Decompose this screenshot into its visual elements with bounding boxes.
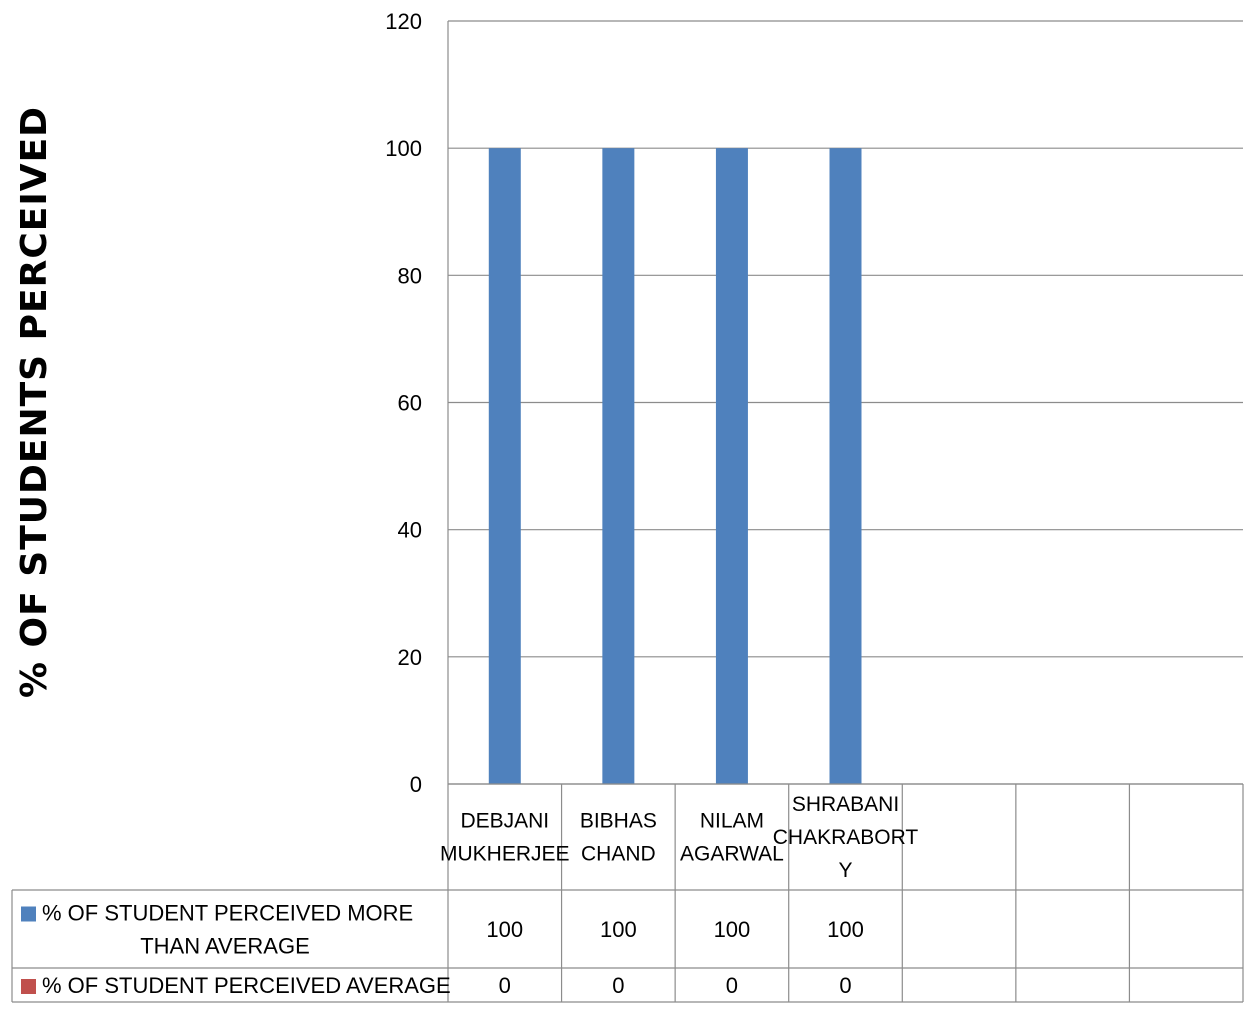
data-label: 0	[612, 973, 624, 998]
bar	[488, 148, 521, 784]
bar	[602, 148, 635, 784]
x-tick-label: NILAM	[700, 810, 764, 833]
y-tick-label: 60	[398, 391, 422, 416]
y-axis-label: % OF STUDENTS PERCEIVED	[14, 106, 55, 698]
y-tick-label: 40	[398, 518, 422, 543]
data-label: 100	[827, 917, 864, 942]
bar	[829, 148, 862, 784]
x-tick-label: DEBJANI	[460, 810, 549, 833]
x-tick-label: BIBHAS	[580, 810, 657, 833]
data-label: 0	[726, 973, 738, 998]
x-tick-label: SHRABANI	[792, 793, 899, 816]
bars	[488, 148, 862, 784]
y-tick-label: 80	[398, 263, 422, 288]
x-tick-label: AGARWAL	[680, 843, 784, 866]
y-tick-label: 120	[385, 9, 422, 34]
y-axis-ticks: 0 20 40 60 80 100 120	[385, 9, 422, 797]
y-tick-label: 0	[410, 772, 422, 797]
legend-entry: % OF STUDENT PERCEIVED MORE	[42, 901, 413, 926]
data-label: 100	[600, 917, 637, 942]
data-label: 0	[499, 973, 511, 998]
y-tick-label: 20	[398, 645, 422, 670]
legend-swatch	[21, 906, 36, 922]
data-label: 100	[486, 917, 523, 942]
x-tick-label: CHAKRABORT	[773, 826, 919, 849]
data-label: 100	[714, 917, 751, 942]
x-tick-label: CHAND	[581, 843, 656, 866]
legend-entry: THAN AVERAGE	[140, 934, 310, 959]
x-tick-label: MUKHERJEE	[440, 843, 570, 866]
data-label: 0	[839, 973, 851, 998]
y-tick-label: 100	[385, 136, 422, 161]
legend-entry: % OF STUDENT PERCEIVED AVERAGE	[42, 973, 451, 998]
x-tick-label: Y	[838, 859, 852, 882]
data-table: DEBJANI MUKHERJEE BIBHAS CHAND NILAM AGARWAL S…	[11, 783, 1244, 1003]
bar	[715, 148, 748, 784]
legend-swatch	[21, 979, 36, 994]
